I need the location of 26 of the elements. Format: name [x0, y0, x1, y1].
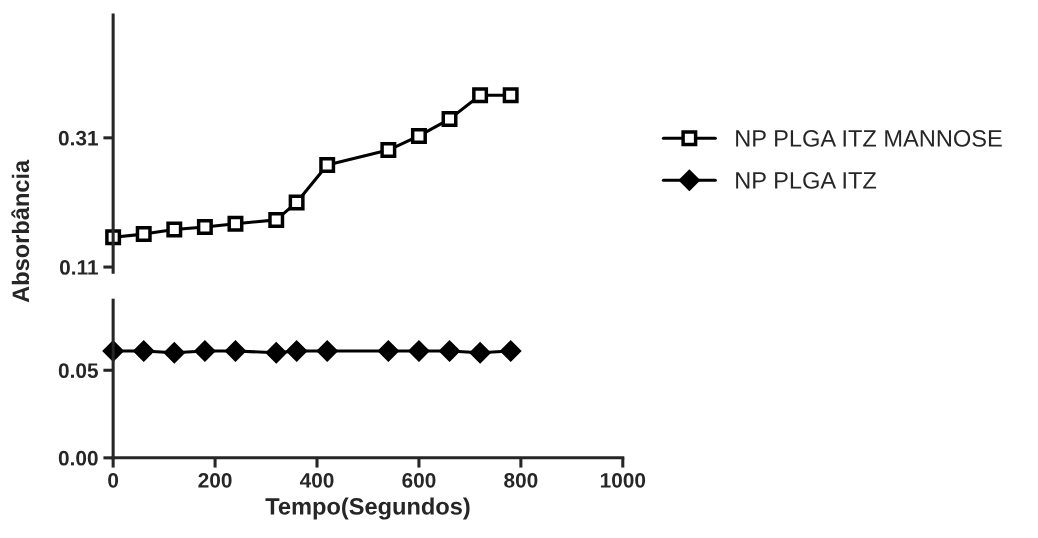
x-tick-label: 800 [504, 472, 538, 488]
x-tick-label: 600 [402, 472, 436, 488]
point [288, 194, 305, 211]
y-tick-label: 0.11 [59, 260, 98, 275]
point [196, 219, 213, 235]
point [166, 221, 183, 238]
x-axis-title: Tempo(Segundos) [265, 497, 470, 520]
y-tick-label: 0.31 [58, 130, 98, 146]
point [268, 211, 285, 228]
x-tick-label: 1000 [600, 472, 646, 488]
legend-label: NP PLGA ITZ [736, 172, 877, 189]
point [135, 226, 152, 243]
point [472, 87, 489, 104]
point [380, 142, 397, 159]
point [319, 156, 336, 173]
y-tick-label: 0.00 [58, 450, 98, 466]
point [502, 87, 519, 104]
legend-label: NP PLGA ITZ MANNOSE [736, 130, 1002, 147]
y-tick-label: 0.05 [58, 363, 98, 379]
x-tick-label: 400 [299, 472, 334, 488]
point [441, 111, 458, 128]
x-tick-label: 200 [198, 472, 232, 488]
point [410, 127, 427, 144]
x-tick-label: 0 [108, 472, 119, 488]
y-axis-title: Absorbância [11, 159, 30, 303]
point [227, 215, 244, 232]
